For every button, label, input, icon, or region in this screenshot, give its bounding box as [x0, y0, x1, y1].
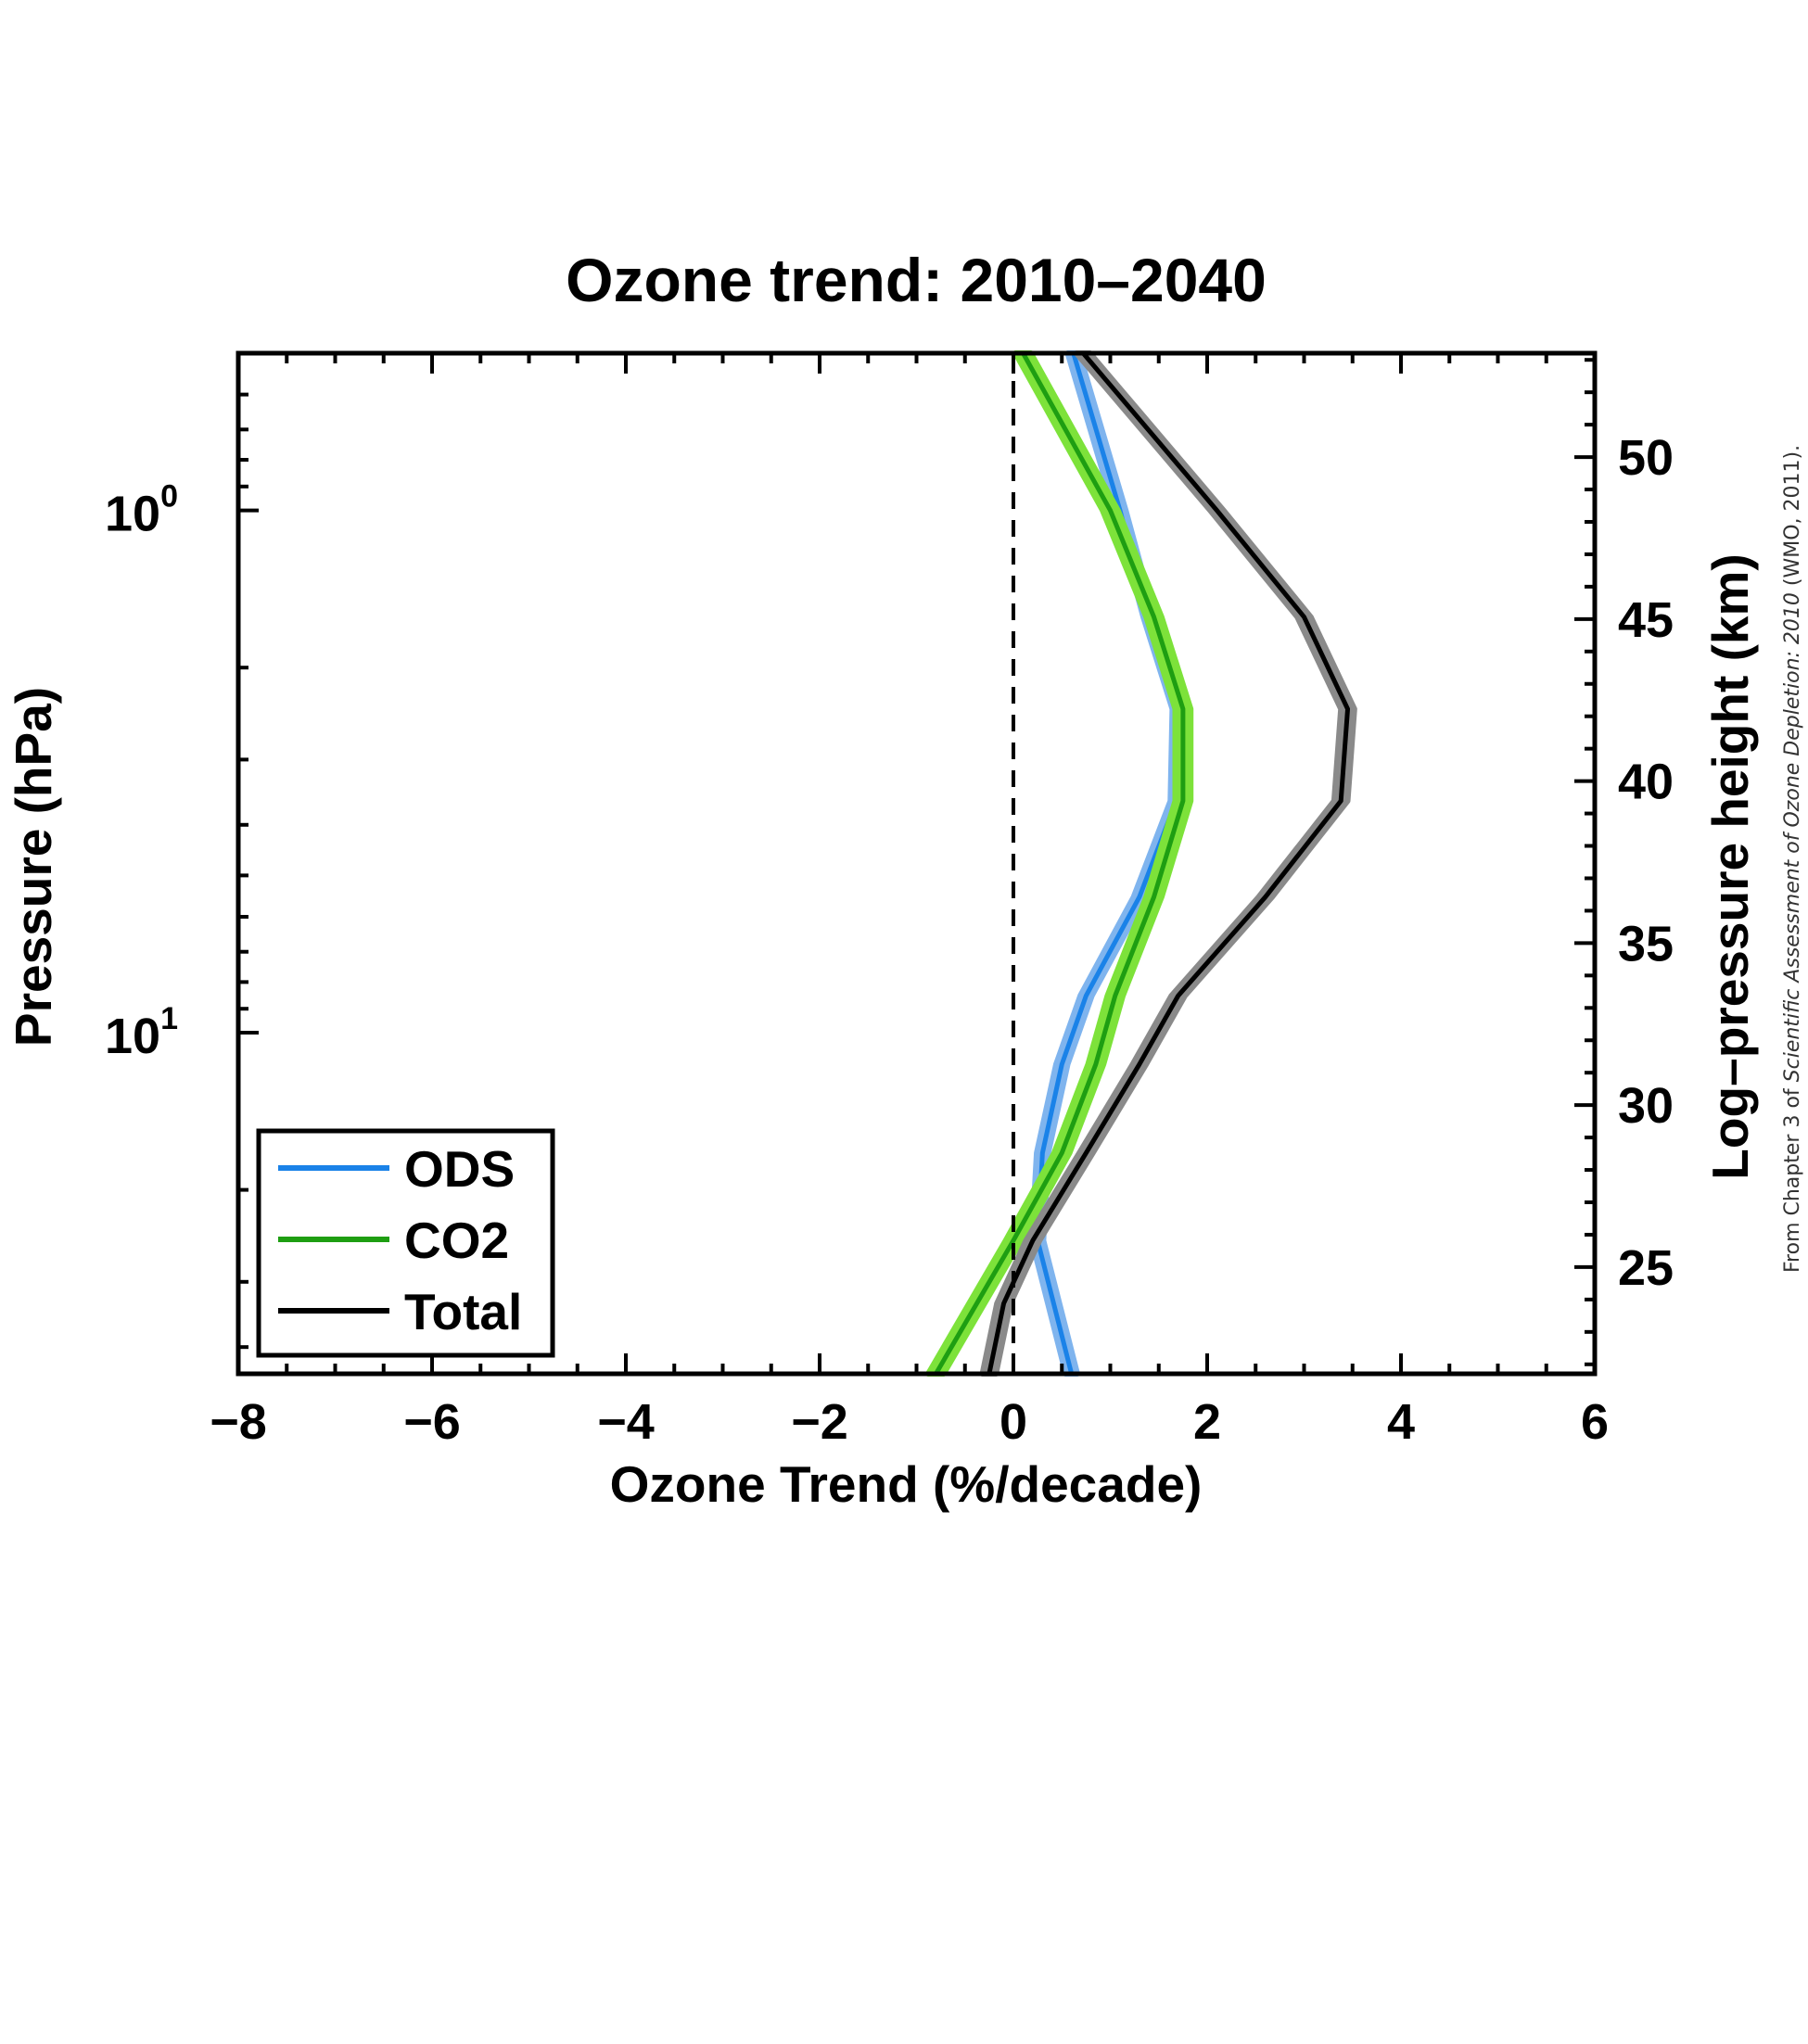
- legend: ODS CO2 Total: [256, 1128, 555, 1358]
- y-tick-base: 10: [105, 1009, 160, 1064]
- legend-label-ods: ODS: [404, 1140, 515, 1198]
- y2-tick-label: 30: [1618, 1078, 1674, 1134]
- y-axis-label: Pressure (hPa): [5, 687, 62, 1047]
- y-tick-exponent: 1: [160, 1001, 178, 1036]
- x-tick-label: −2: [791, 1394, 848, 1450]
- y2-tick-label: 35: [1618, 916, 1674, 971]
- x-tick-label: −8: [210, 1394, 267, 1450]
- x-tick-label: 4: [1387, 1394, 1415, 1450]
- legend-label-total: Total: [404, 1283, 522, 1340]
- x-axis-label: Ozone Trend (%/decade): [610, 1455, 1203, 1513]
- y2-tick-label: 50: [1618, 430, 1674, 486]
- chart-title: Ozone trend: 2010–2040: [566, 246, 1267, 314]
- credit-suffix: (WMO, 2011).: [1781, 445, 1804, 592]
- y-tick-label: 101: [105, 1001, 178, 1064]
- source-credit: From Chapter 3 of Scientific Assessment …: [1781, 445, 1804, 1273]
- series-line-co2: [934, 351, 1186, 1376]
- x-tick-labels: −8 −6 −4 −2 0 2 4 6: [210, 1394, 1609, 1450]
- y2-tick-labels: 25 30 35 40 45 50: [1618, 430, 1674, 1296]
- x-tick-label: 2: [1193, 1394, 1221, 1450]
- credit-title: Scientific Assessment of Ozone Depletion…: [1781, 592, 1804, 1082]
- y2-tick-label: 40: [1618, 755, 1674, 810]
- x-tick-label: −6: [403, 1394, 461, 1450]
- x-tick-label: 0: [999, 1394, 1027, 1450]
- series-layer: [925, 350, 1357, 1377]
- y2-tick-label: 45: [1618, 592, 1674, 648]
- credit-prefix: From Chapter 3 of: [1781, 1082, 1804, 1273]
- x-tick-label: 6: [1581, 1394, 1609, 1450]
- y-tick-exponent: 0: [160, 479, 178, 514]
- x-tick-label: −4: [597, 1394, 655, 1450]
- y2-tick-label: 25: [1618, 1240, 1674, 1296]
- y2-axis-label: Log–pressure height (km): [1701, 553, 1759, 1179]
- y-tick-base: 10: [105, 487, 160, 542]
- y-tick-label: 100: [105, 479, 178, 542]
- legend-label-co2: CO2: [404, 1212, 509, 1269]
- plot-frame: [236, 350, 1598, 1377]
- series-line-total: [987, 351, 1351, 1375]
